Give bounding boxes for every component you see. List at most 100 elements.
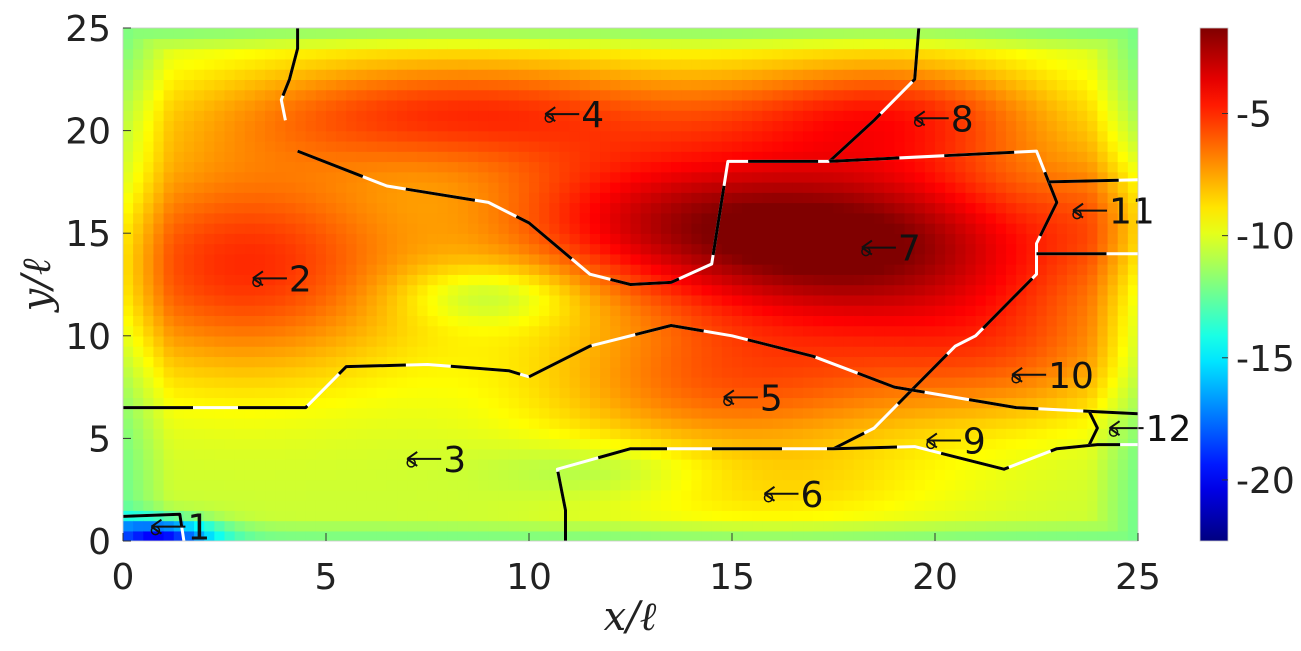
heat-cell (600, 171, 611, 183)
heat-cell (1107, 140, 1119, 152)
heat-cell (376, 28, 388, 39)
heat-cell (1056, 89, 1068, 101)
heat-cell (914, 222, 926, 234)
heat-cell (204, 428, 216, 440)
heat-cell (447, 222, 459, 234)
heat-cell (863, 263, 875, 275)
heat-cell (1066, 520, 1078, 532)
heat-cell (244, 192, 256, 204)
heat-cell (752, 346, 764, 358)
heat-cell (914, 469, 926, 481)
heat-cell (488, 233, 500, 245)
heat-cell (346, 428, 358, 440)
heat-cell (579, 356, 591, 368)
heat-cell (843, 192, 855, 204)
heat-cell (407, 253, 419, 265)
heat-cell (295, 79, 307, 91)
heat-cell (285, 38, 297, 50)
heat-cell (386, 171, 398, 183)
heat-cell (549, 417, 561, 429)
heat-cell (194, 479, 205, 491)
heat-cell (447, 89, 459, 101)
heat-cell (995, 99, 1007, 111)
heat-cell (366, 58, 378, 70)
heat-cell (376, 407, 388, 419)
heat-cell (478, 38, 490, 50)
heat-cell (975, 212, 987, 224)
heat-cell (732, 253, 743, 265)
heat-cell (133, 263, 144, 275)
heat-cell (183, 489, 195, 501)
heat-cell (356, 161, 368, 173)
heat-cell (945, 161, 956, 173)
heat-cell (681, 335, 693, 347)
heat-cell (803, 38, 814, 50)
heat-cell (985, 130, 997, 142)
heat-cell (457, 407, 469, 419)
heat-cell (214, 346, 226, 358)
heat-cell (935, 110, 946, 122)
heat-cell (326, 366, 337, 378)
heat-cell (529, 428, 540, 440)
heat-cell (518, 69, 530, 80)
heat-cell (204, 99, 216, 111)
heat-cell (701, 161, 713, 173)
heat-cell (539, 99, 550, 111)
heat-cell (924, 120, 936, 132)
heat-cell (569, 366, 581, 378)
heat-cell (792, 284, 804, 296)
heat-cell (701, 110, 713, 122)
heat-cell (894, 325, 906, 337)
heat-cell (600, 212, 611, 224)
heat-cell (863, 79, 875, 91)
heat-cell (1077, 110, 1088, 122)
heat-cell (407, 212, 419, 224)
heat-cell (133, 243, 144, 255)
heat-cell (173, 253, 185, 265)
heat-cell (143, 79, 155, 91)
heat-cell (437, 89, 449, 101)
heat-cell (457, 161, 469, 173)
heat-cell (478, 407, 490, 419)
heat-cell (295, 438, 307, 450)
heat-cell (1077, 315, 1088, 327)
heat-cell (600, 407, 611, 419)
heat-cell (853, 212, 865, 224)
heat-cell (549, 192, 561, 204)
heat-cell (630, 253, 642, 265)
heat-cell (194, 222, 205, 234)
heat-cell (924, 520, 936, 532)
heat-cell (1026, 38, 1038, 50)
heat-cell (275, 366, 287, 378)
heat-cell (660, 151, 672, 163)
heat-cell (681, 48, 693, 60)
heat-cell (620, 99, 632, 111)
heat-cell (417, 387, 429, 399)
heat-cell (985, 222, 997, 234)
heat-cell (1046, 417, 1058, 429)
heat-cell (701, 407, 713, 419)
heat-cell (498, 448, 510, 460)
heat-cell (1097, 202, 1109, 214)
heat-cell (488, 294, 500, 306)
heat-cell (589, 233, 601, 245)
heat-cell (417, 181, 429, 193)
heat-cell (529, 171, 540, 183)
heat-cell (183, 325, 195, 337)
heat-cell (508, 192, 520, 204)
heat-cell (803, 120, 814, 132)
heat-cell (254, 69, 266, 80)
heat-cell (244, 469, 256, 481)
heat-cell (539, 438, 550, 450)
heat-cell (732, 346, 743, 358)
heat-cell (1056, 130, 1068, 142)
heat-cell (529, 448, 540, 460)
heat-cell (752, 499, 764, 511)
heat-cell (295, 530, 307, 541)
heat-cell (366, 284, 378, 296)
heat-cell (569, 161, 581, 173)
heat-cell (336, 407, 347, 419)
heat-cell (326, 140, 337, 152)
heat-cell (579, 243, 591, 255)
heat-cell (1046, 407, 1058, 419)
